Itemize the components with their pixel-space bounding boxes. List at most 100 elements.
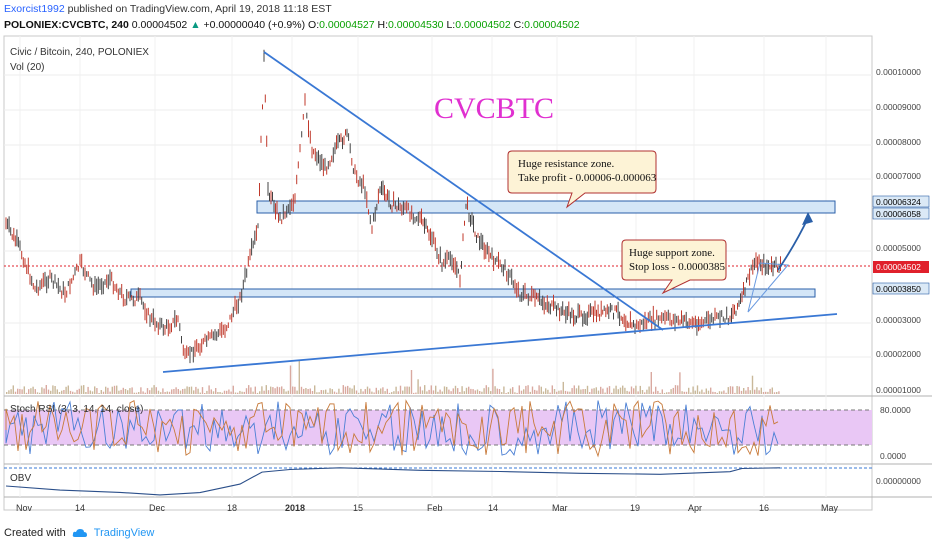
volume-bar xyxy=(758,390,760,394)
volume-bar xyxy=(492,368,494,394)
volume-bar xyxy=(274,388,276,394)
volume-bar xyxy=(606,387,608,394)
volume-bar xyxy=(441,391,443,394)
volume-bar xyxy=(703,392,705,394)
volume-bar xyxy=(292,386,294,394)
volume-bar xyxy=(254,386,256,394)
volume-bar xyxy=(135,392,138,394)
volume-bar xyxy=(520,390,523,394)
volume-bar xyxy=(226,390,228,394)
volume-bar xyxy=(353,385,355,394)
volume-bar xyxy=(151,387,153,394)
volume-bar xyxy=(245,388,248,394)
volume-bar xyxy=(36,392,39,394)
volume-bar xyxy=(131,387,133,394)
volume-bar xyxy=(107,387,109,394)
volume-bar xyxy=(448,389,450,394)
volume-bar xyxy=(696,385,699,394)
volume-bar xyxy=(463,391,465,394)
volume-bar xyxy=(96,388,98,394)
volume-bar xyxy=(67,385,69,394)
low-value: 0.00004502 xyxy=(455,19,511,31)
volume-bar xyxy=(668,392,670,394)
stoch-rsi-lines xyxy=(5,399,779,458)
volume-bar xyxy=(146,388,149,394)
volume-bar xyxy=(285,391,287,394)
volume-bar xyxy=(523,389,525,394)
volume-bar xyxy=(129,388,131,394)
volume-bar xyxy=(364,389,366,394)
volume-bar xyxy=(230,391,232,394)
volume-bar xyxy=(91,391,94,394)
volume-bar xyxy=(666,392,668,394)
price-tag-resistance-low-bg xyxy=(872,207,930,220)
volume-bar xyxy=(751,375,754,394)
projection-arrow[interactable] xyxy=(777,217,809,271)
symbol-label: POLONIEX:CVCBTC, 240 xyxy=(4,19,129,31)
support-zone[interactable] xyxy=(130,288,816,298)
volume-bar xyxy=(580,389,582,394)
volume-bar xyxy=(430,385,432,394)
volume-bar xyxy=(699,391,701,394)
volume-bar xyxy=(10,389,12,394)
volume-bar xyxy=(243,391,245,394)
volume-bar xyxy=(644,392,646,394)
open-value: 0.00004527 xyxy=(319,19,375,31)
author-link[interactable]: Exorcist1992 xyxy=(4,3,65,15)
volume-bar xyxy=(349,387,351,394)
resistance-callout[interactable]: Huge resistance zone. Take profit - 0.00… xyxy=(507,150,657,209)
volume-bar xyxy=(303,388,305,394)
volume-bar xyxy=(217,392,219,394)
volume-bar xyxy=(278,387,281,394)
volume-bar xyxy=(391,392,393,394)
ascending-trendline[interactable] xyxy=(162,313,838,373)
volume-bar xyxy=(760,387,762,394)
volume-bar xyxy=(567,391,569,394)
stoch-tick-0: 0.0000 xyxy=(880,451,906,461)
volume-bar xyxy=(30,388,32,394)
volume-bar xyxy=(58,392,61,394)
volume-bar xyxy=(190,386,193,394)
volume-bar xyxy=(613,388,615,394)
volume-bar xyxy=(474,390,476,394)
descending-trendline[interactable] xyxy=(263,51,664,331)
volume-bar xyxy=(754,389,756,394)
volume-bar xyxy=(505,393,507,394)
volume-bar xyxy=(536,390,538,394)
volume-bar xyxy=(553,389,556,394)
volume-bar xyxy=(655,386,657,394)
price-tick: 0.00008000 xyxy=(876,137,921,147)
volume-bar xyxy=(140,387,142,394)
triangle-pattern[interactable] xyxy=(747,262,790,313)
volume-bar xyxy=(296,390,298,394)
volume-bar xyxy=(212,391,215,394)
tradingview-brand-link[interactable]: TradingView xyxy=(93,527,155,539)
volume-bar xyxy=(547,389,549,394)
publish-info: Exorcist1992 published on TradingView.co… xyxy=(4,3,332,15)
volume-bar xyxy=(564,390,567,394)
volume-bar xyxy=(661,389,663,394)
volume-bar xyxy=(472,389,474,394)
arrow-head-icon xyxy=(802,212,813,225)
volume-bar xyxy=(100,390,102,394)
volume-bar xyxy=(248,385,250,394)
volume-bar xyxy=(276,386,278,394)
volume-bar xyxy=(395,386,397,394)
volume-bar xyxy=(122,387,124,394)
volume-bar xyxy=(184,388,186,394)
volume-bar xyxy=(50,390,52,394)
volume-bar xyxy=(677,385,679,394)
support-callout[interactable]: Huge support zone. Stop loss - 0.0000385 xyxy=(621,239,727,295)
price-tick: 0.00010000 xyxy=(876,67,921,77)
volume-bar xyxy=(21,389,23,394)
volume-bar xyxy=(529,391,531,394)
volume-bar xyxy=(179,390,182,394)
volume-bar xyxy=(188,386,190,394)
footer: Created with TradingView xyxy=(4,527,154,539)
volume-bar xyxy=(171,389,173,394)
volume-bar xyxy=(76,389,78,394)
volume-bar xyxy=(54,386,56,394)
volume-bar xyxy=(360,388,362,394)
resistance-zone[interactable] xyxy=(256,200,836,214)
